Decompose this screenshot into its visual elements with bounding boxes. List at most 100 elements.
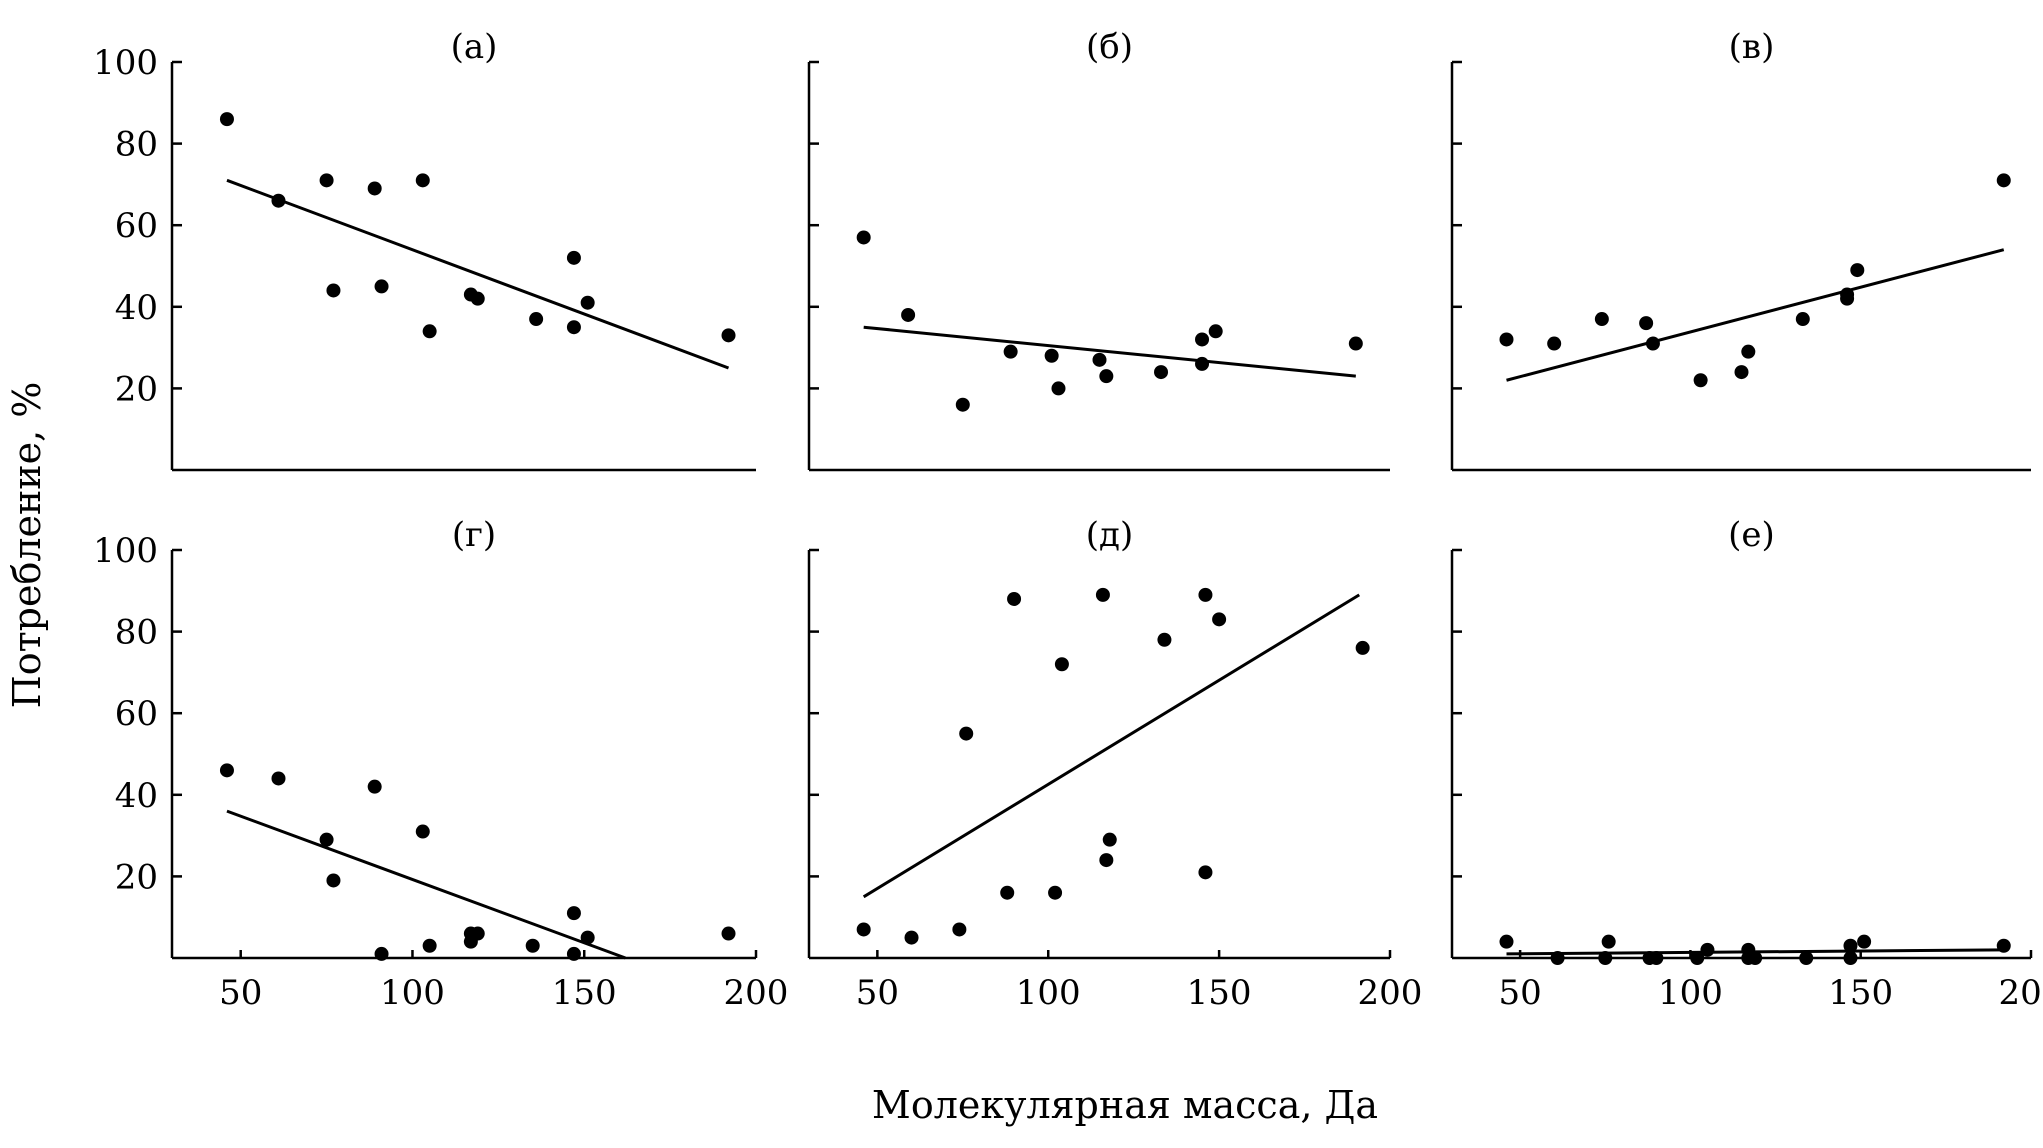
data-point bbox=[1044, 348, 1059, 363]
data-point bbox=[1799, 951, 1814, 965]
data-point bbox=[219, 112, 234, 127]
data-point bbox=[1198, 865, 1213, 880]
data-point bbox=[271, 193, 286, 208]
data-point bbox=[1198, 587, 1213, 602]
data-point bbox=[959, 726, 974, 741]
data-point bbox=[1594, 312, 1609, 327]
trend-line bbox=[226, 809, 626, 960]
y-tick-label: 20 bbox=[115, 369, 158, 409]
trend-line bbox=[1506, 248, 2005, 382]
data-point bbox=[1007, 591, 1022, 606]
x-tick-label: 100 bbox=[1658, 973, 1723, 1013]
data-point bbox=[1550, 951, 1565, 965]
data-point bbox=[422, 324, 437, 339]
x-tick-label: 50 bbox=[856, 973, 899, 1013]
x-tick-label: 150 bbox=[1828, 973, 1893, 1013]
data-point bbox=[1639, 316, 1654, 331]
x-axis-title: Молекулярная масса, Да bbox=[872, 1083, 1378, 1127]
data-point bbox=[470, 926, 485, 941]
data-point bbox=[1649, 951, 1664, 965]
y-tick-label: 80 bbox=[115, 125, 158, 165]
data-point bbox=[525, 938, 540, 953]
panel-label: (а) bbox=[451, 27, 498, 67]
data-point bbox=[1095, 587, 1110, 602]
y-tick-label: 60 bbox=[115, 694, 158, 734]
data-point bbox=[1102, 832, 1117, 847]
data-point bbox=[1601, 934, 1616, 949]
data-point bbox=[1054, 657, 1069, 672]
x-tick-label: 200 bbox=[724, 973, 789, 1013]
x-tick-label: 100 bbox=[380, 973, 445, 1013]
panel-label: (е) bbox=[1728, 515, 1775, 555]
data-point bbox=[1690, 951, 1705, 965]
data-point bbox=[1741, 344, 1756, 359]
data-point bbox=[856, 230, 871, 245]
data-point bbox=[367, 181, 382, 196]
data-point bbox=[1348, 336, 1363, 351]
data-point bbox=[566, 320, 581, 335]
panel-4: 20 40 60 80 100 50 100 150 200 (г) bbox=[93, 515, 788, 1013]
x-tick-label: 150 bbox=[552, 973, 617, 1013]
panel-label: (д) bbox=[1086, 515, 1133, 555]
data-point bbox=[721, 926, 736, 941]
panel-label: (г) bbox=[452, 515, 496, 555]
data-point bbox=[219, 763, 234, 778]
data-point bbox=[566, 250, 581, 265]
panel-3: (в) bbox=[1450, 27, 2031, 472]
panel-1: 20 40 60 80 100 (а) bbox=[93, 27, 756, 472]
data-point bbox=[1195, 332, 1210, 347]
trend-line bbox=[862, 593, 1361, 899]
data-point bbox=[1208, 324, 1223, 339]
data-point bbox=[1843, 951, 1858, 965]
data-point bbox=[1843, 938, 1858, 953]
trend-line bbox=[226, 178, 730, 370]
data-point bbox=[952, 922, 967, 937]
data-point bbox=[1547, 336, 1562, 351]
data-point bbox=[1598, 951, 1613, 965]
y-tick-label: 40 bbox=[115, 288, 158, 328]
data-point bbox=[1700, 942, 1715, 957]
data-point bbox=[580, 295, 595, 310]
data-point bbox=[1157, 632, 1172, 647]
data-point bbox=[1099, 369, 1114, 384]
data-point bbox=[1195, 356, 1210, 371]
data-point bbox=[1734, 365, 1749, 380]
data-point bbox=[415, 173, 430, 188]
data-point bbox=[319, 832, 334, 847]
data-point bbox=[1996, 173, 2011, 188]
data-point bbox=[1499, 332, 1514, 347]
data-point bbox=[1154, 365, 1169, 380]
data-point bbox=[721, 328, 736, 343]
panel-5: 50 100 150 200 (д) bbox=[807, 515, 1422, 1013]
data-point bbox=[904, 930, 919, 945]
data-point bbox=[1099, 853, 1114, 868]
data-point bbox=[1857, 934, 1872, 949]
data-point bbox=[1048, 885, 1063, 900]
data-point bbox=[1499, 934, 1514, 949]
data-point bbox=[1003, 344, 1018, 359]
data-point bbox=[1850, 263, 1865, 278]
data-point bbox=[901, 307, 916, 322]
data-point bbox=[367, 779, 382, 794]
data-point bbox=[422, 938, 437, 953]
panel-6: 50 100 150 200 (е) bbox=[1450, 515, 2043, 1013]
data-point bbox=[1645, 336, 1660, 351]
data-point bbox=[566, 906, 581, 921]
data-point bbox=[1693, 373, 1708, 388]
data-point bbox=[470, 291, 485, 306]
data-point bbox=[1212, 612, 1227, 627]
data-point bbox=[955, 397, 970, 412]
panel-2: (б) bbox=[807, 27, 1390, 472]
data-point bbox=[1092, 352, 1107, 367]
y-tick-label: 80 bbox=[115, 613, 158, 653]
y-tick-label: 60 bbox=[115, 206, 158, 246]
data-point bbox=[1840, 287, 1855, 302]
data-point bbox=[856, 922, 871, 937]
y-tick-label: 20 bbox=[115, 857, 158, 897]
data-point bbox=[1051, 381, 1066, 396]
data-point bbox=[415, 824, 430, 839]
data-point bbox=[1795, 312, 1810, 327]
data-point bbox=[374, 279, 389, 294]
data-point bbox=[319, 173, 334, 188]
